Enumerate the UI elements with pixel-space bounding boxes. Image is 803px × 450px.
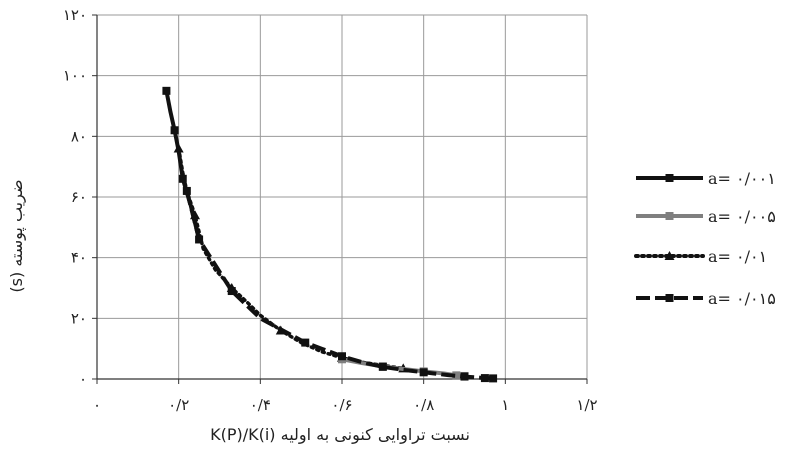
data-point	[480, 374, 489, 383]
legend-swatch-marker	[665, 294, 674, 302]
data-point	[460, 372, 469, 381]
data-point	[452, 371, 461, 380]
data-point	[301, 338, 310, 347]
y-tick-label: ۱۰۰	[63, 67, 87, 85]
legend-entry-1: a= ۰/۰۰۱	[636, 169, 776, 188]
y-tick-label: ۴۰	[71, 249, 87, 267]
plot-series	[162, 86, 498, 383]
legend-entry-2: a= ۰/۰۰۵	[636, 207, 776, 226]
data-point	[227, 287, 236, 296]
x-axis-title: نسبت تراوایی کنونی به اولیه K(P)/K(i)	[210, 425, 470, 445]
y-tick-label: ۸۰	[71, 127, 87, 145]
axes	[92, 14, 588, 384]
x-tick-label: ۰/۶	[331, 396, 352, 414]
x-tick-label: ۰/۲	[168, 396, 189, 414]
y-axis-title: ضریب پوسته (s)	[7, 179, 27, 292]
legend-swatch-marker	[664, 251, 675, 260]
data-point	[178, 174, 187, 183]
series-line	[164, 90, 202, 240]
series-4	[182, 186, 498, 383]
x-tick-label: ۰/۴	[250, 396, 271, 414]
legend: a= ۰/۰۰۱ a= ۰/۰۰۵ a= ۰/۰۱ a= ۰/۰۱۵	[634, 169, 776, 308]
legend-entry-4: a= ۰/۰۱۵	[636, 289, 776, 308]
data-point	[170, 126, 179, 135]
y-tick-label: ۱۲۰	[63, 6, 87, 24]
x-tick-label: ۰	[93, 396, 101, 414]
x-tick-labels: ۰ ۰/۲ ۰/۴ ۰/۶ ۰/۸ ۱ ۱/۲	[93, 396, 598, 414]
y-tick-label: ۶۰	[71, 188, 87, 206]
series-line	[184, 190, 494, 381]
data-point	[182, 186, 191, 195]
legend-label: a= ۰/۰۱	[708, 247, 767, 266]
x-tick-label: ۱/۲	[576, 396, 597, 414]
y-tick-labels: ۰ ۲۰ ۴۰ ۶۰ ۸۰ ۱۰۰ ۱۲۰	[63, 6, 87, 388]
legend-entry-3: a= ۰/۰۱	[634, 247, 767, 266]
legend-label: a= ۰/۰۰۵	[708, 207, 776, 226]
x-tick-label: ۱	[501, 396, 509, 414]
grid-lines	[97, 14, 588, 379]
legend-swatch-marker	[665, 212, 674, 220]
y-tick-label: ۰	[79, 370, 87, 388]
series-line	[176, 146, 406, 371]
x-tick-label: ۰/۸	[413, 396, 434, 414]
data-point	[378, 362, 387, 371]
y-tick-label: ۲۰	[71, 309, 87, 327]
data-point	[419, 368, 428, 377]
data-point	[162, 86, 171, 95]
legend-label: a= ۰/۰۱۵	[708, 289, 776, 308]
legend-swatch-marker	[665, 174, 674, 182]
data-point	[489, 374, 498, 383]
data-point	[338, 352, 346, 361]
legend-label: a= ۰/۰۰۱	[708, 169, 776, 188]
